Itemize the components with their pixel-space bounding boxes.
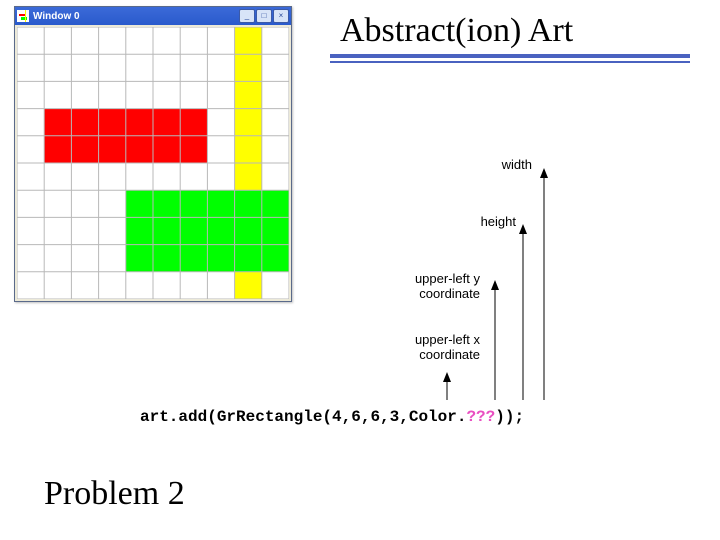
app-window: Window 0 _ □ × <box>14 6 292 302</box>
window-titlebar: Window 0 _ □ × <box>15 7 291 25</box>
label-ulx-line1: upper-left x <box>415 332 480 347</box>
label-uly-line1: upper-left y <box>415 271 480 286</box>
label-uly: upper-left y coordinate <box>390 272 480 302</box>
label-height: height <box>456 215 516 230</box>
label-uly-line2: coordinate <box>419 286 480 301</box>
window-title: Window 0 <box>33 11 235 22</box>
title-underline-thick <box>330 54 690 58</box>
label-ulx: upper-left x coordinate <box>390 333 480 363</box>
window-buttons: _ □ × <box>239 9 289 23</box>
code-line: art.add(GrRectangle(4,6,6,3,Color.???)); <box>140 408 524 426</box>
grid-canvas <box>17 27 289 299</box>
code-post: )); <box>495 408 524 426</box>
label-ulx-line2: coordinate <box>419 347 480 362</box>
problem-label: Problem 2 <box>44 475 185 513</box>
grid-lines <box>17 27 289 299</box>
code-pre: art.add(GrRectangle(4,6,6,3,Color. <box>140 408 466 426</box>
close-button[interactable]: × <box>273 9 289 23</box>
app-icon <box>17 10 29 22</box>
maximize-button[interactable]: □ <box>256 9 272 23</box>
code-placeholder: ??? <box>466 408 495 426</box>
grid-container <box>15 25 291 301</box>
slide-title: Abstract(ion) Art <box>340 12 573 50</box>
minimize-button[interactable]: _ <box>239 9 255 23</box>
title-underline-thin <box>330 61 690 63</box>
label-width: width <box>472 158 532 173</box>
